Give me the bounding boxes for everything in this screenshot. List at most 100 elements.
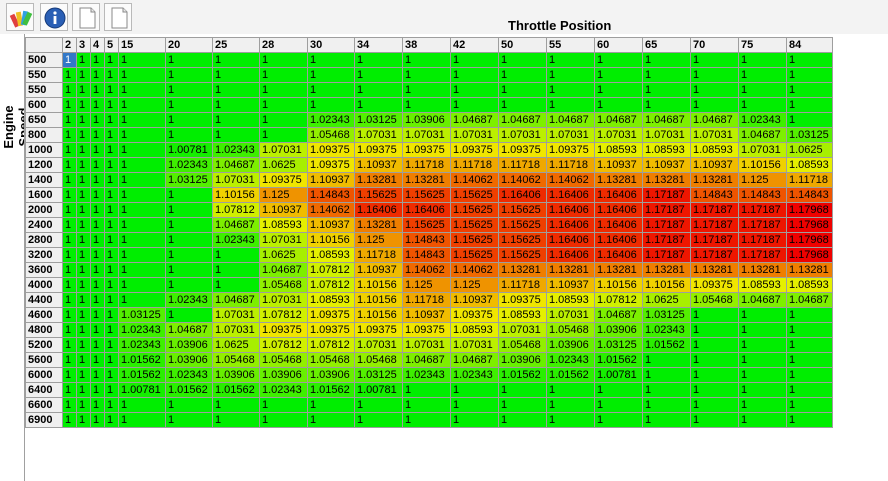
table-cell[interactable]: 1.05468	[259, 352, 308, 368]
table-cell[interactable]: 1.16406	[546, 217, 595, 233]
table-cell[interactable]: 1.08593	[259, 217, 308, 233]
table-cell[interactable]: 1.10937	[354, 262, 403, 278]
table-cell[interactable]: 1	[690, 382, 739, 398]
table-cell[interactable]: 1.17187	[690, 247, 739, 263]
table-cell[interactable]: 1.07031	[546, 307, 595, 323]
table-cell[interactable]: 1	[786, 82, 833, 98]
table-cell[interactable]: 1	[118, 232, 166, 248]
table-cell[interactable]: 1	[786, 307, 833, 323]
table-cell[interactable]: 1	[402, 397, 451, 413]
table-cell[interactable]: 1.17187	[738, 202, 787, 218]
table-cell[interactable]: 1	[62, 397, 77, 413]
table-cell[interactable]: 1	[76, 307, 91, 323]
table-cell[interactable]: 1.15625	[450, 202, 499, 218]
table-cell[interactable]: 1	[402, 82, 451, 98]
table-cell[interactable]: 1.10156	[307, 232, 355, 248]
table-cell[interactable]: 1	[90, 97, 105, 113]
table-cell[interactable]: 1.01562	[212, 382, 260, 398]
table-cell[interactable]: 1	[450, 397, 499, 413]
table-cell[interactable]: 1	[786, 337, 833, 353]
table-cell[interactable]: 1.16406	[594, 232, 643, 248]
table-cell[interactable]: 1	[402, 67, 451, 83]
table-cell[interactable]: 1	[402, 52, 451, 68]
table-cell[interactable]: 1	[62, 262, 77, 278]
table-cell[interactable]: 1.09375	[498, 292, 547, 308]
table-cell[interactable]: 1	[259, 127, 308, 143]
table-cell[interactable]: 1.03125	[354, 367, 403, 383]
table-cell[interactable]: 1.16406	[402, 202, 451, 218]
table-cell[interactable]: 1.13281	[738, 262, 787, 278]
table-cell[interactable]: 1	[546, 397, 595, 413]
table-cell[interactable]: 1.04687	[738, 292, 787, 308]
table-cell[interactable]: 1.02343	[118, 337, 166, 353]
table-cell[interactable]: 1.05468	[307, 352, 355, 368]
table-cell[interactable]: 1.17968	[786, 247, 833, 263]
table-cell[interactable]: 1	[90, 127, 105, 143]
table-cell[interactable]: 1	[546, 67, 595, 83]
table-cell[interactable]: 1.16406	[594, 247, 643, 263]
table-cell[interactable]: 1	[786, 67, 833, 83]
table-cell[interactable]: 1.07031	[450, 127, 499, 143]
table-cell[interactable]: 1.03906	[165, 352, 213, 368]
table-cell[interactable]: 1	[62, 352, 77, 368]
table-cell[interactable]: 1.14843	[402, 232, 451, 248]
table-cell[interactable]: 1	[104, 277, 119, 293]
table-cell[interactable]: 1.17187	[642, 202, 691, 218]
table-cell[interactable]: 1	[307, 52, 355, 68]
table-cell[interactable]: 1.14843	[402, 247, 451, 263]
table-cell[interactable]: 1.10156	[354, 307, 403, 323]
table-cell[interactable]: 1.03906	[498, 352, 547, 368]
table-cell[interactable]: 1.10937	[450, 292, 499, 308]
table-cell[interactable]: 1	[76, 382, 91, 398]
table-cell[interactable]: 1	[104, 127, 119, 143]
table-cell[interactable]: 1.09375	[259, 322, 308, 338]
table-cell[interactable]: 1	[165, 52, 213, 68]
table-cell[interactable]: 1.14843	[786, 187, 833, 203]
table-cell[interactable]: 1.01562	[594, 352, 643, 368]
table-cell[interactable]: 1	[354, 67, 403, 83]
table-cell[interactable]: 1.08593	[786, 157, 833, 173]
table-cell[interactable]: 1	[118, 112, 166, 128]
table-cell[interactable]: 1.15625	[354, 187, 403, 203]
table-cell[interactable]: 1	[786, 52, 833, 68]
table-cell[interactable]: 1.15625	[450, 232, 499, 248]
color-palette-button[interactable]	[6, 3, 34, 31]
table-cell[interactable]: 1.04687	[212, 292, 260, 308]
table-cell[interactable]: 1	[90, 412, 105, 428]
table-cell[interactable]: 1.05468	[498, 337, 547, 353]
table-cell[interactable]: 1	[62, 187, 77, 203]
table-cell[interactable]: 1	[76, 367, 91, 383]
table-cell[interactable]: 1	[62, 382, 77, 398]
table-cell[interactable]: 1.10937	[259, 202, 308, 218]
table-cell[interactable]: 1	[498, 382, 547, 398]
table-cell[interactable]: 1	[165, 412, 213, 428]
table-cell[interactable]: 1	[76, 277, 91, 293]
table-cell[interactable]: 1.13281	[354, 172, 403, 188]
table-cell[interactable]: 1.07812	[259, 307, 308, 323]
table-cell[interactable]: 1	[165, 187, 213, 203]
table-cell[interactable]: 1	[642, 367, 691, 383]
table-cell[interactable]: 1.10937	[307, 172, 355, 188]
table-cell[interactable]: 1	[104, 382, 119, 398]
table-cell[interactable]: 1	[402, 382, 451, 398]
table-cell[interactable]: 1.14843	[690, 187, 739, 203]
table-cell[interactable]: 1.125	[259, 187, 308, 203]
table-cell[interactable]: 1	[90, 112, 105, 128]
table-cell[interactable]: 1.09375	[354, 142, 403, 158]
table-cell[interactable]: 1	[786, 97, 833, 113]
table-cell[interactable]: 1.10156	[354, 292, 403, 308]
table-cell[interactable]: 1	[498, 82, 547, 98]
table-cell[interactable]: 1.07031	[546, 127, 595, 143]
table-cell[interactable]: 1.02343	[118, 322, 166, 338]
table-cell[interactable]: 1	[594, 382, 643, 398]
table-cell[interactable]: 1	[165, 262, 213, 278]
table-cell[interactable]: 1	[165, 82, 213, 98]
table-cell[interactable]: 1	[450, 412, 499, 428]
table-cell[interactable]: 1	[76, 52, 91, 68]
table-cell[interactable]: 1	[642, 382, 691, 398]
table-cell[interactable]: 1.02343	[212, 142, 260, 158]
table-cell[interactable]: 1	[90, 247, 105, 263]
table-cell[interactable]: 1	[450, 52, 499, 68]
table-cell[interactable]: 1.03125	[118, 307, 166, 323]
table-cell[interactable]: 1	[786, 112, 833, 128]
